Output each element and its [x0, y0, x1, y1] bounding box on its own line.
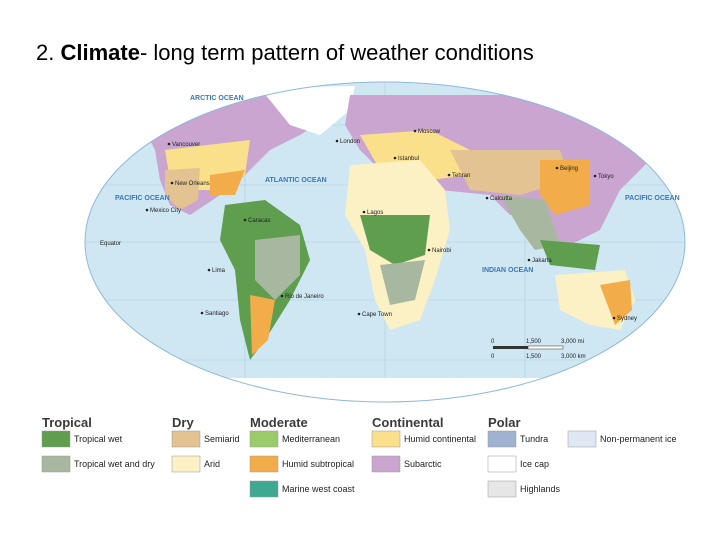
legend-heading: Continental	[372, 415, 444, 430]
legend-label: Humid subtropical	[282, 459, 354, 469]
city-dot	[145, 208, 149, 212]
city-dot	[207, 268, 211, 272]
map-label: Equator	[100, 241, 121, 247]
city-dot	[362, 210, 366, 214]
scale-label: 0	[491, 339, 495, 345]
city-label: Moscow	[418, 129, 441, 135]
legend-label: Highlands	[520, 484, 561, 494]
city-dot	[447, 173, 451, 177]
city-label: London	[340, 139, 360, 145]
city-label: Beijing	[560, 166, 578, 172]
city-dot	[612, 316, 616, 320]
city-dot	[280, 294, 284, 298]
legend-swatch	[41, 455, 71, 473]
scale-bar: 0 1,500 3,000 mi 0 1,500 3,000 km	[491, 339, 586, 360]
legend-label: Tropical wet and dry	[74, 459, 155, 469]
legend-swatch	[171, 430, 201, 448]
legend-label: Humid continental	[404, 434, 476, 444]
ocean-label: INDIAN OCEAN	[482, 267, 533, 274]
legend-swatch	[249, 480, 279, 498]
legend-label: Semiarid	[204, 434, 240, 444]
city-dot	[527, 258, 531, 262]
city-dot	[593, 174, 597, 178]
title-number: 2.	[36, 40, 54, 65]
legend-label: Tundra	[520, 434, 548, 444]
city-dot	[393, 156, 397, 160]
city-label: Cape Town	[362, 312, 392, 318]
city-dot	[357, 312, 361, 316]
legend-swatch	[567, 430, 597, 448]
scale-label: 0	[491, 354, 495, 360]
city-dot	[555, 166, 559, 170]
ocean-label: PACIFIC OCEAN	[625, 195, 680, 202]
ocean-label: PACIFIC OCEAN	[115, 195, 170, 202]
legend-swatch	[371, 455, 401, 473]
city-label: Tokyo	[598, 174, 614, 180]
scale-label: 3,000 km	[561, 354, 586, 360]
city-dot	[167, 142, 171, 146]
legend-label: Non-permanent ice	[600, 434, 677, 444]
legend-swatch	[487, 480, 517, 498]
city-label: Lagos	[367, 210, 383, 216]
city-dot	[413, 129, 417, 133]
city-dot	[170, 181, 174, 185]
legend-label: Ice cap	[520, 459, 549, 469]
legend-heading: Polar	[488, 415, 521, 430]
city-dot	[485, 196, 489, 200]
city-dot	[200, 311, 204, 315]
title-rest: - long term pattern of weather condition…	[140, 40, 534, 65]
city-label: Lima	[212, 268, 226, 274]
city-dot	[335, 139, 339, 143]
slide-title: 2. Climate- long term pattern of weather…	[36, 40, 534, 65]
legend-label: Marine west coast	[282, 484, 355, 494]
legend-label: Arid	[204, 459, 220, 469]
city-label: Mexico City	[150, 208, 181, 214]
legend-swatch	[171, 455, 201, 473]
city-dot	[427, 248, 431, 252]
city-label: Santiago	[205, 311, 229, 317]
title-term: Climate	[60, 40, 139, 65]
legend-heading: Dry	[172, 415, 194, 430]
city-label: Istanbul	[398, 156, 419, 162]
ocean-label: ARCTIC OCEAN	[190, 95, 244, 102]
legend-label: Subarctic	[404, 459, 442, 469]
city-label: Nairobi	[432, 248, 451, 254]
legend-swatch	[249, 455, 279, 473]
scale-label: 1,500	[526, 354, 542, 360]
city-label: New Orleans	[175, 181, 210, 187]
city-label: Caracas	[248, 218, 270, 224]
legend-label: Tropical wet	[74, 434, 123, 444]
city-label: Vancouver	[172, 142, 200, 148]
city-label: Calcutta	[490, 196, 513, 202]
legend-swatch	[487, 430, 517, 448]
city-label: Sydney	[617, 316, 637, 322]
map-outline	[84, 81, 686, 403]
legend-swatch	[41, 430, 71, 448]
legend-heading: Moderate	[250, 415, 308, 430]
city-dot	[243, 218, 247, 222]
legend-swatch	[487, 455, 517, 473]
legend-label: Mediterranean	[282, 434, 340, 444]
scale-label: 3,000 mi	[561, 339, 584, 345]
city-label: Rio de Janeiro	[285, 294, 324, 300]
city-label: Jakarta	[532, 258, 552, 264]
scale-label: 1,500	[526, 339, 542, 345]
legend-swatch	[249, 430, 279, 448]
ocean-label: ATLANTIC OCEAN	[265, 177, 327, 184]
legend-swatch	[371, 430, 401, 448]
legend-heading: Tropical	[42, 415, 92, 430]
city-label: Tehran	[452, 173, 470, 179]
